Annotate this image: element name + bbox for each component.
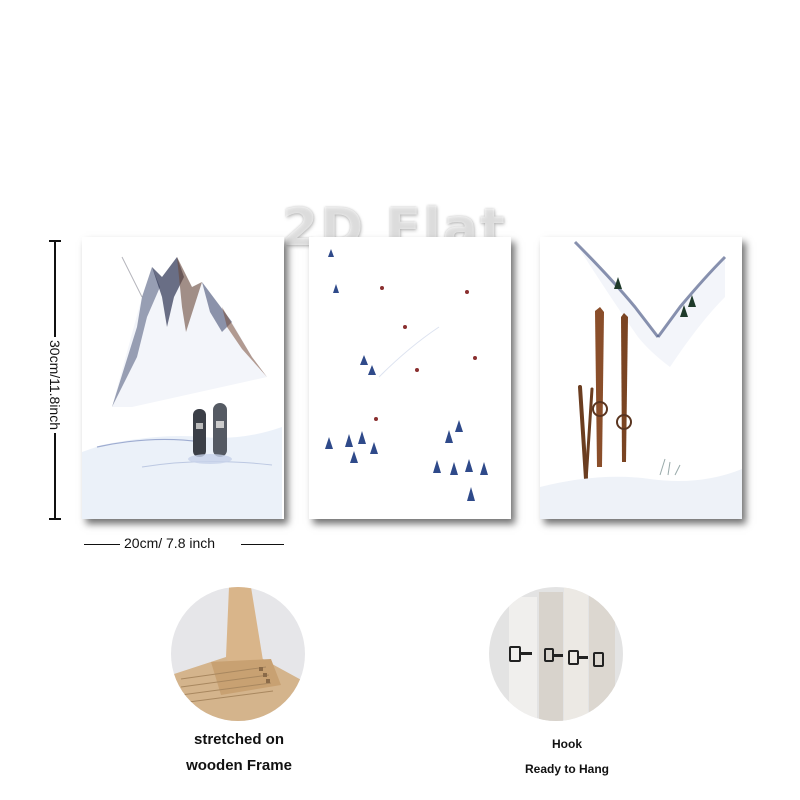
- mountain-painting: [82, 256, 282, 519]
- hook-caption-line2: Ready to Hang: [524, 762, 609, 776]
- hook-caption-line1: Hook: [552, 737, 582, 751]
- wooden-frame-image: [171, 587, 305, 721]
- canvas-panel-wooden-skis: [540, 237, 742, 519]
- width-dimension-line-right: [241, 544, 284, 545]
- frame-caption-line1: stretched on: [193, 731, 284, 748]
- canvas-panel-mountain: [82, 237, 284, 519]
- frame-caption-line2: wooden Frame: [186, 757, 292, 774]
- width-dimension-line-left: [84, 544, 120, 545]
- height-dimension-cap-bottom: [49, 518, 61, 520]
- canvas-panel-ski-slope: [309, 237, 511, 519]
- wooden-skis-painting: [540, 240, 742, 519]
- height-dimension-cap-top: [49, 240, 61, 242]
- hook-detail-photo: [489, 587, 623, 721]
- height-dimension-label: 30cm/11.8inch: [47, 336, 63, 434]
- wooden-frame-detail-photo: [171, 587, 305, 721]
- height-dimension-label-wrap: 30cm/11.8inch: [40, 336, 70, 434]
- width-dimension-label: 20cm/ 7.8 inch: [124, 535, 216, 551]
- ski-slope-painting: [325, 249, 488, 501]
- hook-image: [489, 587, 623, 721]
